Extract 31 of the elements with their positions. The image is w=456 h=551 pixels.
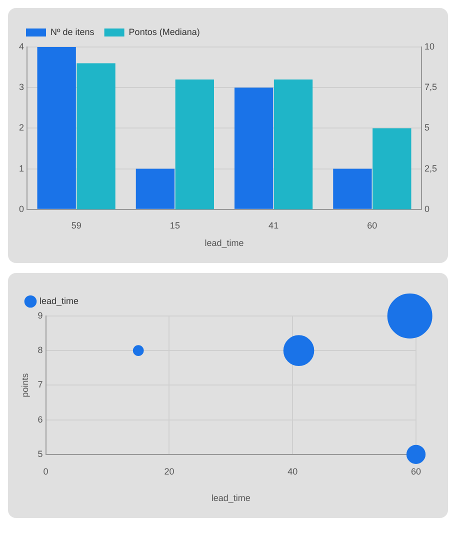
y-axis-title: points [20, 372, 30, 398]
bar [372, 128, 412, 210]
x-tick-label: 59 [71, 220, 82, 230]
y2-tick-label: 0 [424, 204, 430, 214]
x-axis-title: lead_time [211, 493, 250, 504]
y-tick-label: 0 [18, 204, 24, 214]
y2-tick-label: 5 [424, 122, 430, 133]
x-tick-label: 40 [288, 466, 298, 476]
y-tick-label: 1 [18, 163, 24, 174]
x-tick-label: 60 [410, 466, 422, 476]
bar [136, 168, 175, 209]
bar [175, 79, 214, 210]
x-axis-title: lead_time [204, 238, 244, 248]
y-tick-label: 2 [18, 122, 24, 133]
y-tick-label: 9 [38, 310, 43, 320]
legend-label: Pontos (Mediana) [128, 26, 200, 37]
x-tick-label: 41 [268, 220, 279, 230]
y-tick-label: 5 [38, 448, 43, 459]
legend-label: Nº de itens [50, 26, 95, 37]
x-tick-label: 60 [367, 220, 378, 230]
x-tick-label: 20 [164, 466, 174, 476]
y-tick-label: 8 [38, 345, 43, 356]
y2-tick-label: 2,5 [424, 163, 438, 174]
x-tick-label: 15 [170, 220, 180, 230]
y2-tick-label: 10 [424, 41, 435, 52]
y-tick-label: 4 [18, 41, 24, 52]
y-tick-label: 6 [38, 414, 43, 424]
legend-label: lead_time [40, 296, 79, 306]
y2-tick-label: 7,5 [424, 82, 438, 92]
y-tick-label: 3 [18, 82, 24, 92]
y-tick-label: 7 [38, 380, 43, 390]
